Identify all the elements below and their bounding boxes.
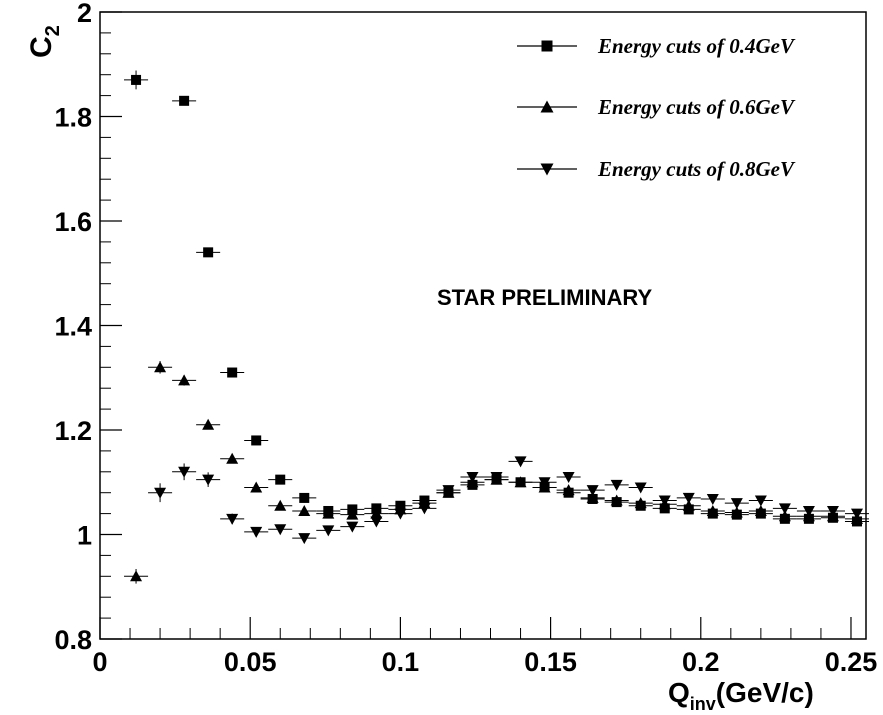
y-tick-label: 2 [77, 0, 92, 28]
legend-marker [540, 163, 554, 176]
data-point [562, 484, 575, 496]
data-point [178, 466, 191, 478]
data-point [514, 456, 527, 468]
x-axis-title-subscript: inv [690, 694, 716, 714]
data-point [754, 504, 767, 516]
data-point [298, 533, 311, 545]
data-point [227, 367, 238, 378]
data-point [202, 474, 215, 486]
data-point [610, 479, 623, 491]
data-point [610, 494, 623, 506]
data-point [203, 247, 214, 258]
data-point [298, 504, 311, 516]
y-tick-label: 0.8 [54, 625, 92, 655]
data-point [346, 508, 359, 520]
y-axis-title-main: C [25, 36, 58, 58]
axis-tick-labels: 0 0.05 0.1 0.15 0.2 0.25 0.8 1 1.2 1.4 1.6 1.8 2 [54, 0, 877, 677]
y-tick-label: 1.6 [54, 207, 92, 237]
x-tick-label: 0.1 [382, 647, 420, 677]
y-tick-label: 1.8 [54, 103, 92, 133]
data-point [250, 481, 263, 493]
legend-label: Energy cuts of 0.6GeV [597, 95, 796, 119]
data-point [346, 521, 359, 533]
x-tick-label: 0.25 [825, 647, 878, 677]
data-point [322, 525, 335, 537]
data-series [124, 70, 870, 584]
data-point [730, 506, 743, 518]
data-point [682, 492, 695, 504]
data-point [226, 513, 239, 525]
data-point [586, 485, 599, 497]
data-point [466, 472, 479, 484]
star-preliminary-annotation: STAR PRELIMINARY [437, 285, 652, 310]
data-point [394, 508, 407, 520]
data-point [130, 570, 143, 582]
data-point [322, 507, 335, 519]
legend-marker [541, 40, 553, 52]
x-tick-label: 0.05 [224, 647, 277, 677]
y-tick-label: 1 [77, 521, 92, 551]
y-axis-title-subscript: 2 [42, 25, 64, 36]
data-point [370, 516, 383, 528]
data-point [251, 435, 262, 446]
y-tick-label: 1.2 [54, 416, 92, 446]
data-point [490, 472, 503, 484]
data-point [754, 495, 767, 507]
data-point [634, 482, 647, 494]
y-axis-title: C2 [25, 25, 64, 58]
data-point [131, 74, 142, 85]
x-tick-label: 0.2 [682, 647, 720, 677]
legend: Energy cuts of 0.4GeV Energy cuts of 0.6G… [517, 34, 796, 181]
x-tick-label: 0 [92, 647, 107, 677]
x-axis-title: Qinv(GeV/c) [668, 677, 814, 714]
data-point [826, 505, 839, 517]
data-point [275, 474, 286, 485]
data-point [634, 497, 647, 509]
legend-label: Energy cuts of 0.4GeV [597, 34, 796, 58]
x-axis-title-unit: (GeV/c) [716, 677, 814, 708]
data-point [274, 499, 287, 511]
data-point [274, 524, 287, 536]
legend-label: Energy cuts of 0.8GeV [597, 157, 796, 181]
data-point [706, 504, 719, 516]
y-tick-label: 1.4 [54, 312, 92, 342]
svg-text:C2: C2 [25, 25, 64, 58]
data-point [682, 499, 695, 511]
series-triangle-down [148, 456, 870, 545]
data-point [154, 487, 167, 499]
data-point [418, 503, 431, 515]
data-point [850, 508, 863, 520]
data-point [658, 495, 671, 507]
data-point [586, 491, 599, 503]
data-point [154, 361, 167, 373]
data-point [514, 476, 527, 488]
data-point [562, 472, 575, 484]
data-point [250, 526, 263, 538]
data-point [299, 492, 310, 503]
legend-marker [540, 100, 554, 113]
data-point [802, 505, 815, 517]
data-point [179, 95, 190, 106]
data-point [538, 477, 551, 489]
data-point [202, 418, 215, 430]
data-point [730, 498, 743, 510]
data-point [370, 507, 383, 519]
axis-ticks [99, 11, 852, 640]
data-point [178, 374, 191, 386]
data-point [778, 503, 791, 515]
data-point [778, 510, 791, 522]
data-point [226, 452, 239, 464]
data-point [706, 493, 719, 505]
x-axis-title-main: Q [668, 677, 690, 708]
x-tick-label: 0.15 [524, 647, 577, 677]
data-point [442, 485, 455, 497]
